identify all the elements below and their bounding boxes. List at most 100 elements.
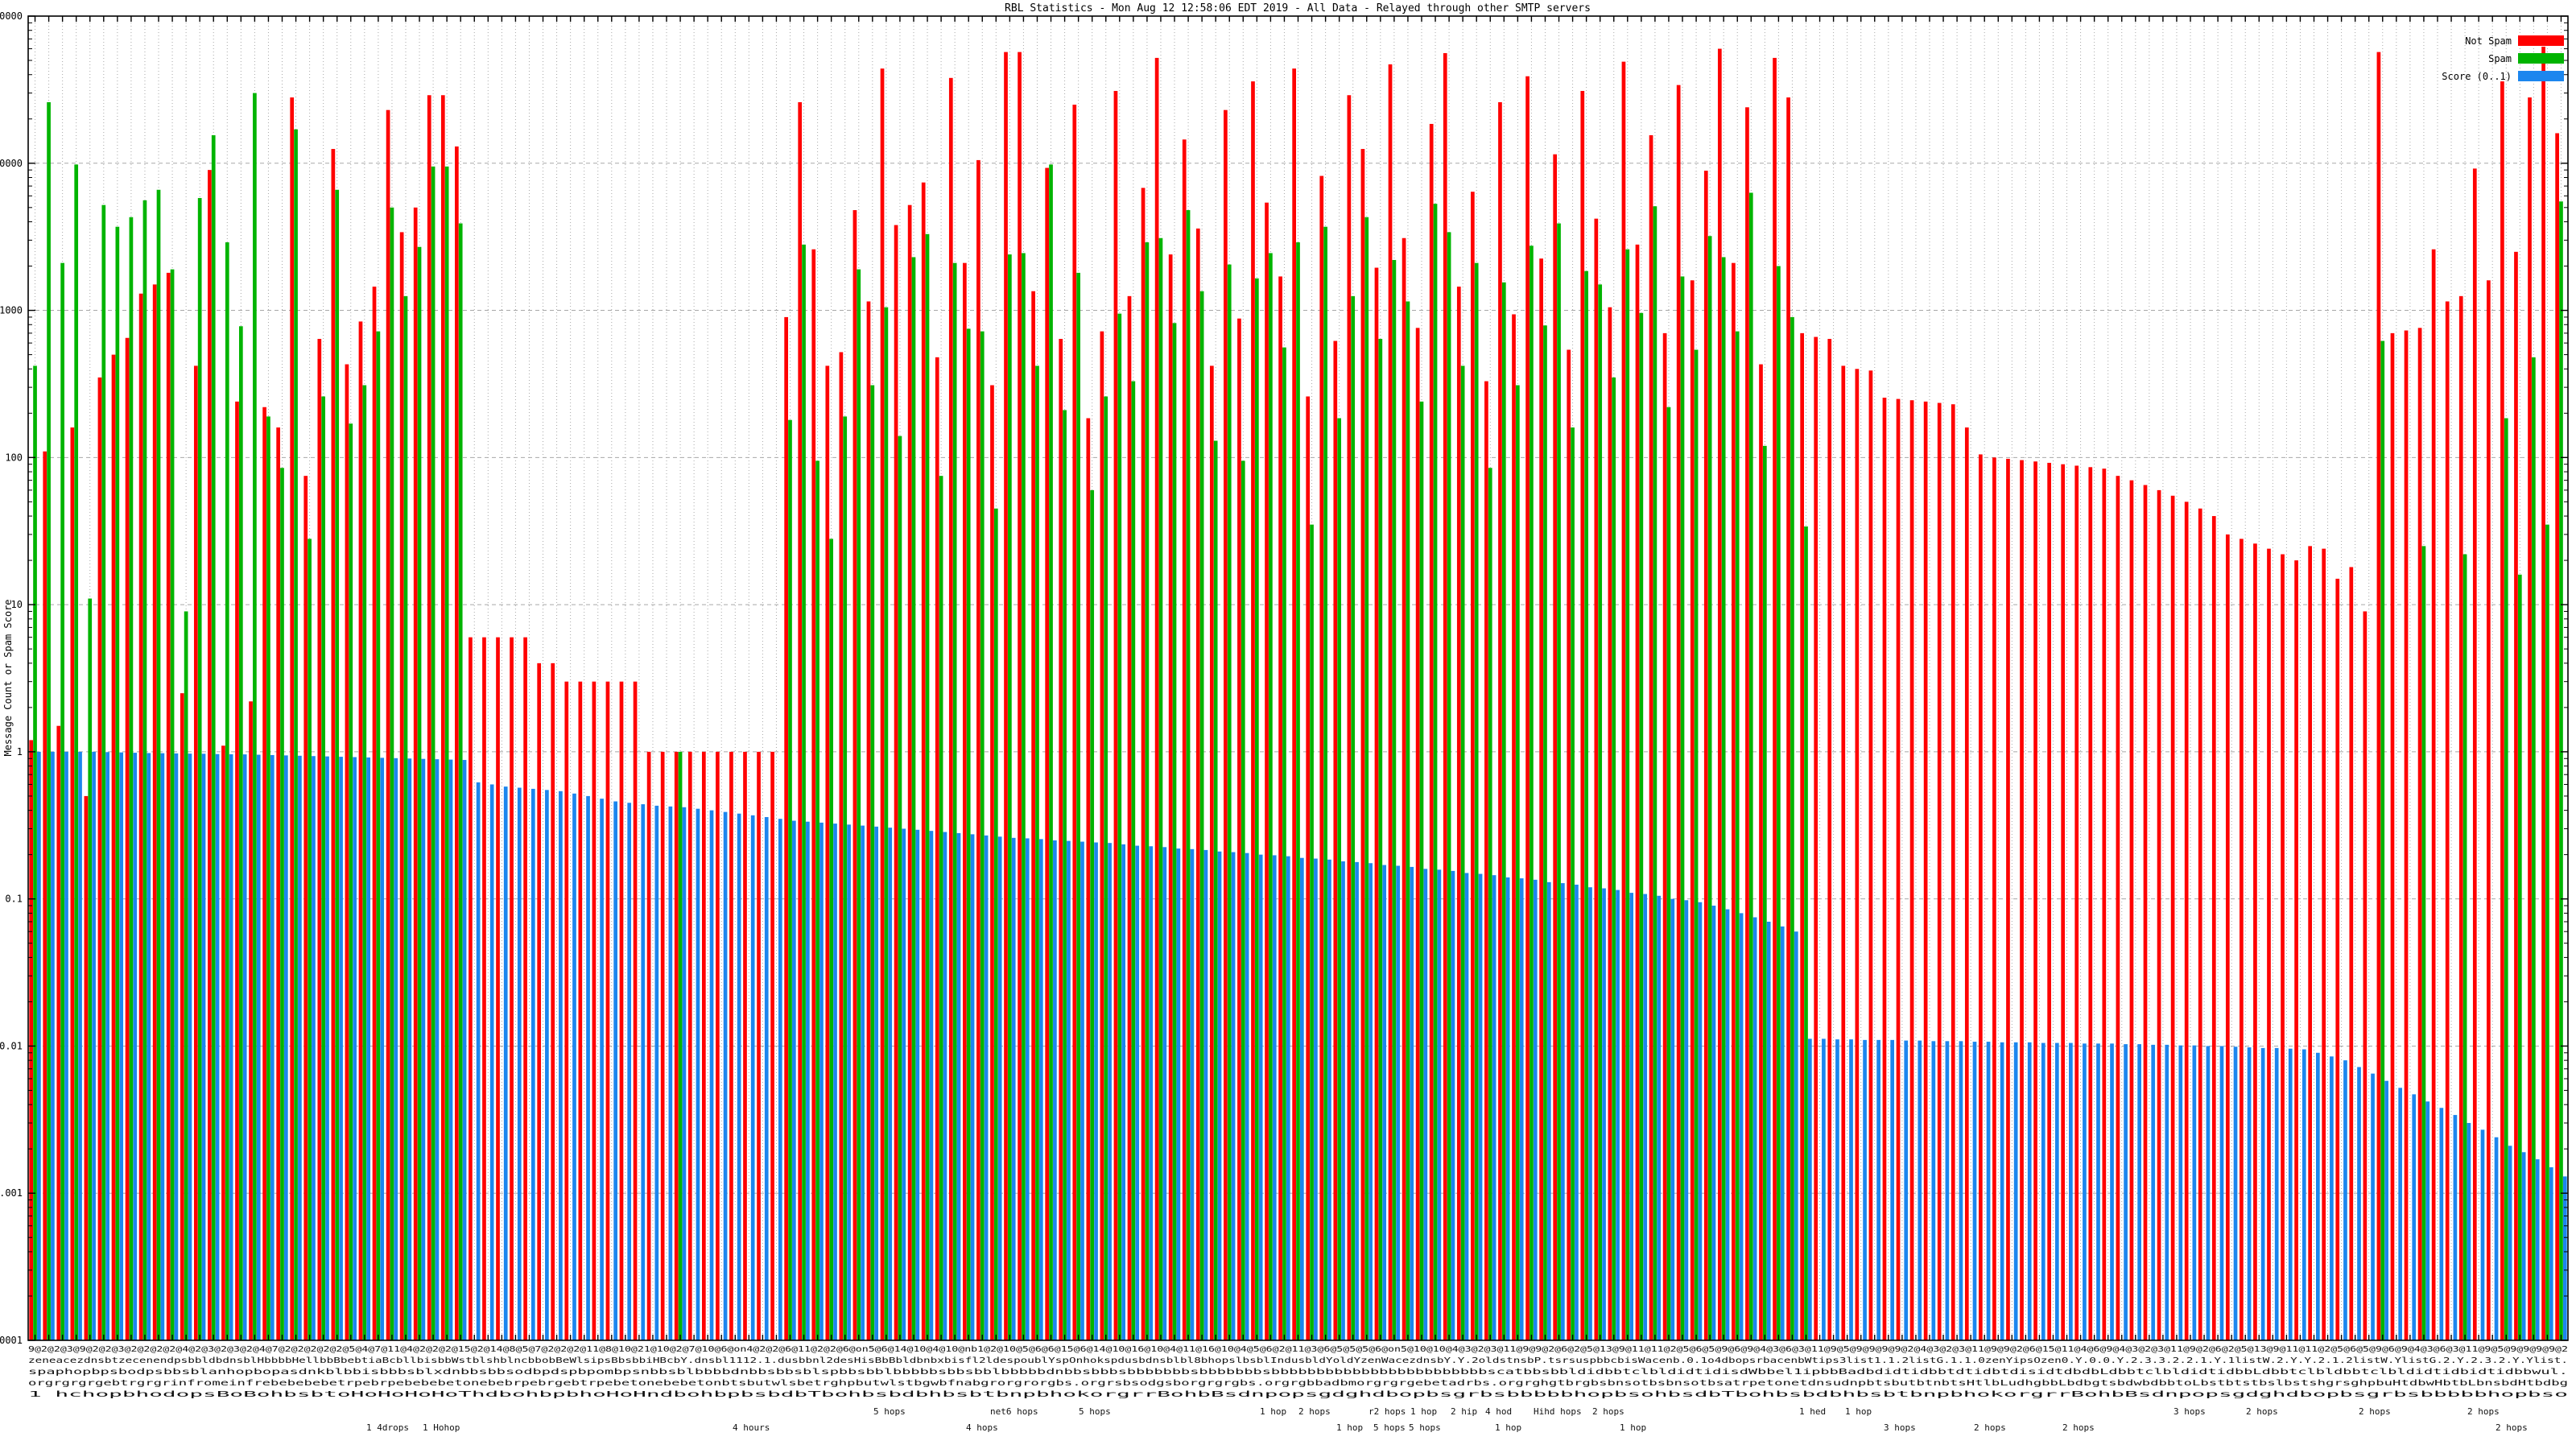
x-label-fragment: 1 hop [1260,1406,1286,1417]
bar-spam [211,134,216,1340]
bar-score [545,790,549,1340]
bar-not-spam [345,364,349,1341]
bar-score [105,752,109,1340]
bar-not-spam [1471,192,1475,1341]
bar-score [819,822,824,1340]
bar-score [462,760,467,1340]
bar-score [394,758,398,1340]
bar-not-spam [1703,171,1708,1340]
bar-not-spam [784,316,788,1341]
x-label-fragment: 2 hops [1298,1406,1331,1417]
legend-swatch-score [2518,71,2564,81]
bar-spam [1501,282,1506,1341]
bar-not-spam [2417,328,2422,1340]
bar-score [2206,1046,2211,1340]
bar-score [353,757,357,1340]
bar-not-spam [97,377,102,1340]
bar-not-spam [825,365,830,1340]
bar-not-spam [1031,291,1035,1341]
bar-score [1561,883,1565,1340]
bar-spam [308,539,312,1340]
bar-score [2301,1049,2306,1340]
bar-score [1876,1039,1880,1340]
bar-not-spam [469,637,473,1340]
bar-not-spam [43,451,47,1340]
bar-spam [33,365,37,1340]
bar-not-spam [2184,502,2189,1340]
bar-spam [1543,325,1547,1340]
bar-not-spam [138,293,143,1340]
bar-score [682,807,687,1340]
bar-score [421,758,426,1340]
legend: Not Spam Spam Score (0..1) [2442,35,2564,82]
bar-not-spam [2363,611,2368,1340]
bar-score [641,804,646,1340]
bar-spam [1186,210,1191,1340]
x-label-fragment: 1 hop [1495,1422,1521,1433]
bar-not-spam [523,637,527,1340]
bar-score [2151,1044,2156,1340]
bar-score [1863,1039,1867,1340]
bar-spam [870,385,875,1341]
bar-not-spam [716,751,720,1340]
bar-not-spam [2225,534,2230,1340]
bar-score [861,825,865,1340]
bar-score [874,826,879,1340]
bar-spam [47,101,51,1340]
bar-score [2357,1067,2361,1340]
bar-score [1025,838,1030,1340]
bar-score [1684,900,1689,1340]
bar-spam [2545,524,2549,1340]
bar-not-spam [770,751,774,1340]
bar-spam [280,468,284,1340]
x-label-fragment: 2 hops [2359,1406,2391,1417]
x-label-fragment: 2 hip [1451,1406,1477,1417]
bar-score [1423,869,1428,1340]
bar-not-spam [729,751,733,1340]
bar-score [1945,1041,1950,1340]
bar-score [847,824,851,1340]
bar-score [1382,865,1387,1340]
bar-not-spam [427,95,431,1340]
bar-not-spam [1415,328,1420,1340]
bar-score [380,758,385,1340]
bar-spam [1131,381,1136,1340]
bar-not-spam [1182,139,1187,1340]
bar-spam [1282,347,1286,1340]
bar-score [1080,841,1084,1340]
bar-score [2054,1042,2059,1340]
bar-not-spam [1649,134,1653,1340]
bar-not-spam [1141,188,1146,1340]
bar-score [1602,888,1606,1340]
bar-spam [1516,385,1520,1341]
bar-spam [390,207,394,1341]
bar-score [600,799,604,1340]
bar-score [2069,1042,2073,1340]
bar-score [2494,1137,2499,1340]
bar-score [1725,909,1730,1340]
bar-score [750,815,755,1340]
bar-not-spam [839,352,844,1340]
bar-not-spam [1086,418,1091,1341]
bar-not-spam [2528,97,2532,1340]
bar-spam [2532,357,2536,1340]
bar-not-spam [1306,396,1311,1341]
bar-not-spam [2074,465,2079,1340]
bar-score [2096,1043,2100,1340]
bar-not-spam [1498,101,1502,1340]
bar-score [2110,1043,2114,1340]
bar-not-spam [496,637,500,1340]
plot-border [27,15,2569,1341]
bar-score [1670,898,1675,1340]
bar-not-spam [208,170,212,1340]
bar-score [806,821,810,1340]
bar-score [737,813,741,1340]
bar-spam [1571,427,1575,1341]
bar-score [1451,870,1455,1340]
bar-not-spam [1059,338,1063,1340]
bar-spam [1557,223,1561,1340]
bar-score [1258,854,1263,1340]
bar-not-spam [687,751,692,1340]
bar-not-spam [907,204,912,1341]
bar-not-spam [1964,427,1969,1341]
